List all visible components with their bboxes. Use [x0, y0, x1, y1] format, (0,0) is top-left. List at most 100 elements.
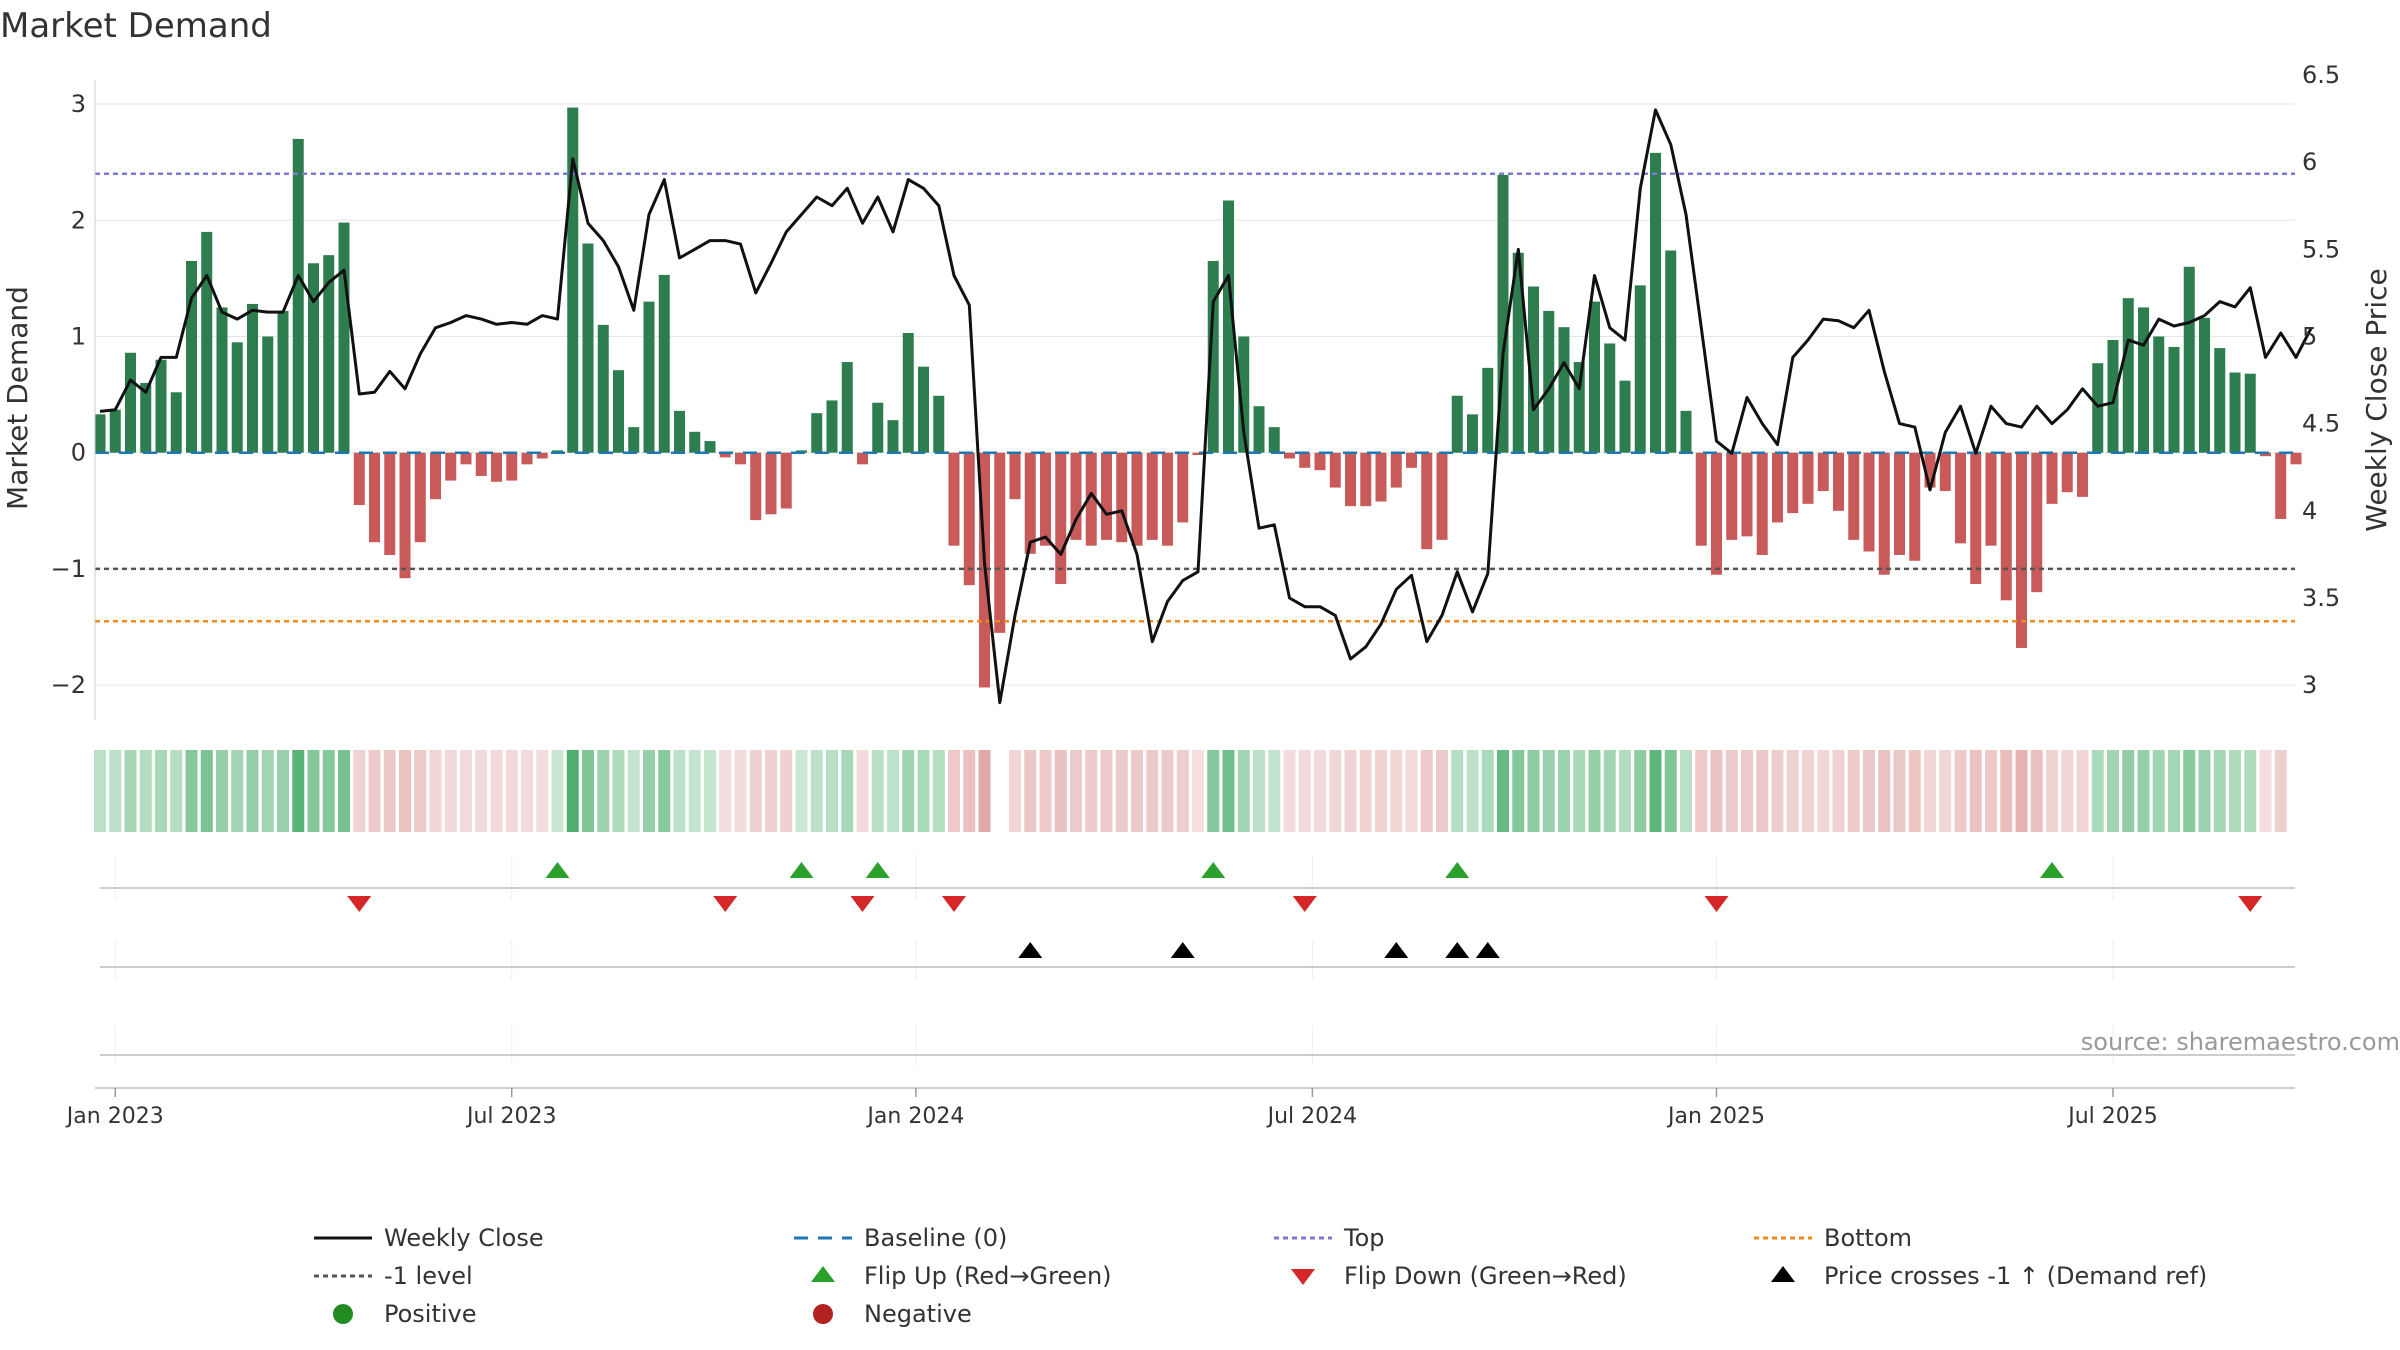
heat-cell	[246, 750, 259, 832]
heat-cell	[1588, 750, 1601, 832]
demand-bar	[1024, 452, 1036, 554]
demand-bar	[963, 452, 975, 586]
demand-bar	[780, 452, 792, 509]
demand-bar	[1390, 452, 1402, 488]
demand-bar	[1772, 452, 1783, 523]
demand-bar	[1009, 452, 1021, 500]
heat-cell	[1786, 750, 1799, 832]
legend-item-bottom: Bottom	[1754, 1224, 1912, 1252]
demand-bar	[1116, 452, 1128, 543]
heat-cell	[200, 750, 213, 832]
demand-bar	[2138, 307, 2149, 453]
demand-bar	[1207, 260, 1219, 453]
demand-bar	[841, 362, 853, 453]
demand-bar	[1665, 250, 1677, 453]
heat-cell	[1314, 750, 1326, 832]
legend-label: Bottom	[1824, 1224, 1912, 1252]
demand-bar	[2077, 452, 2088, 497]
heat-cell	[2259, 750, 2272, 832]
y2-tick-label: 5.5	[2302, 235, 2340, 263]
heat-cell	[2244, 750, 2257, 832]
demand-bar	[94, 414, 106, 453]
heat-cell	[1481, 750, 1494, 832]
legend-swatch	[1771, 1266, 1795, 1282]
demand-bar	[1421, 452, 1433, 550]
demand-bar	[628, 427, 640, 453]
heat-cell	[399, 750, 411, 832]
flip-up-marker	[545, 862, 570, 878]
heat-cell	[1924, 750, 1936, 832]
demand-bar	[2260, 452, 2271, 457]
demand-bar	[399, 452, 411, 579]
heat-cell	[566, 750, 579, 832]
y2-tick-label: 4	[2302, 497, 2317, 525]
demand-bar	[1345, 452, 1356, 507]
heat-cell	[1527, 750, 1540, 832]
heat-cell	[1100, 750, 1113, 832]
demand-bar	[1985, 452, 1997, 546]
heat-cell	[871, 750, 884, 832]
heat-cell	[429, 750, 442, 832]
event-markers: source: sharemaestro.com	[100, 855, 2400, 1065]
demand-bar	[1909, 452, 1921, 561]
legend-label: Positive	[384, 1300, 477, 1328]
heat-cell	[1908, 750, 1921, 832]
heat-cell	[1710, 750, 1723, 832]
legend-item-positive: Positive	[333, 1300, 477, 1328]
y-axis-title: Market Demand	[1, 286, 34, 510]
x-tick-label: Jul 2024	[1266, 1104, 1358, 1129]
heat-cell	[1802, 750, 1814, 832]
demand-bar	[1512, 252, 1524, 453]
demand-bar	[1589, 301, 1600, 453]
price-cross-marker	[1384, 942, 1409, 958]
heat-cell	[353, 750, 366, 832]
weekly-close-layer	[99, 108, 2313, 705]
heat-cell	[1680, 750, 1692, 832]
demand-bar	[1284, 452, 1295, 459]
heat-cell	[1939, 750, 1952, 832]
heat-cell	[338, 750, 350, 832]
heat-cell	[124, 750, 137, 832]
heat-cell	[627, 750, 640, 832]
demand-bar	[1833, 452, 1844, 511]
heat-cell	[1375, 750, 1387, 832]
heat-cell	[1436, 750, 1448, 832]
heat-cell	[490, 750, 503, 832]
x-tick-label: Jul 2025	[2066, 1104, 2158, 1129]
heat-cell	[521, 750, 533, 832]
heat-cell	[2091, 750, 2104, 832]
heat-cell	[917, 750, 930, 832]
demand-bar	[292, 138, 304, 453]
heat-cell	[231, 750, 244, 832]
legend-item-close: Weekly Close	[314, 1224, 544, 1252]
demand-bar	[1558, 327, 1570, 453]
demand-bar	[216, 307, 228, 453]
demand-bar	[933, 395, 945, 453]
demand-bar	[262, 336, 274, 453]
demand-bar	[2061, 452, 2073, 493]
y-tick-label: 1	[71, 322, 86, 350]
heat-cell	[749, 750, 762, 832]
x-tick-label: Jan 2025	[1666, 1104, 1765, 1129]
demand-bar	[689, 431, 701, 453]
demand-bar	[1268, 427, 1280, 453]
demand-bar	[765, 452, 777, 515]
heat-cell	[1054, 750, 1067, 832]
demand-bar	[2290, 452, 2302, 465]
demand-bar	[170, 392, 182, 453]
demand-bar	[338, 222, 350, 453]
demand-bar	[719, 452, 731, 458]
heat-cell	[1817, 750, 1830, 832]
heat-cell	[1298, 750, 1311, 832]
legend-label: Negative	[864, 1300, 972, 1328]
heat-cell	[856, 750, 869, 832]
heat-cell	[1009, 750, 1021, 832]
legend-item-top: Top	[1274, 1224, 1385, 1252]
heat-cell	[1451, 750, 1464, 832]
heat-cell	[658, 750, 671, 832]
chart-title: Market Demand	[0, 6, 272, 46]
heat-cell	[505, 750, 518, 832]
flip-down-marker	[1704, 896, 1729, 912]
heat-cell	[2183, 750, 2196, 832]
flip-up-marker	[2040, 862, 2064, 878]
